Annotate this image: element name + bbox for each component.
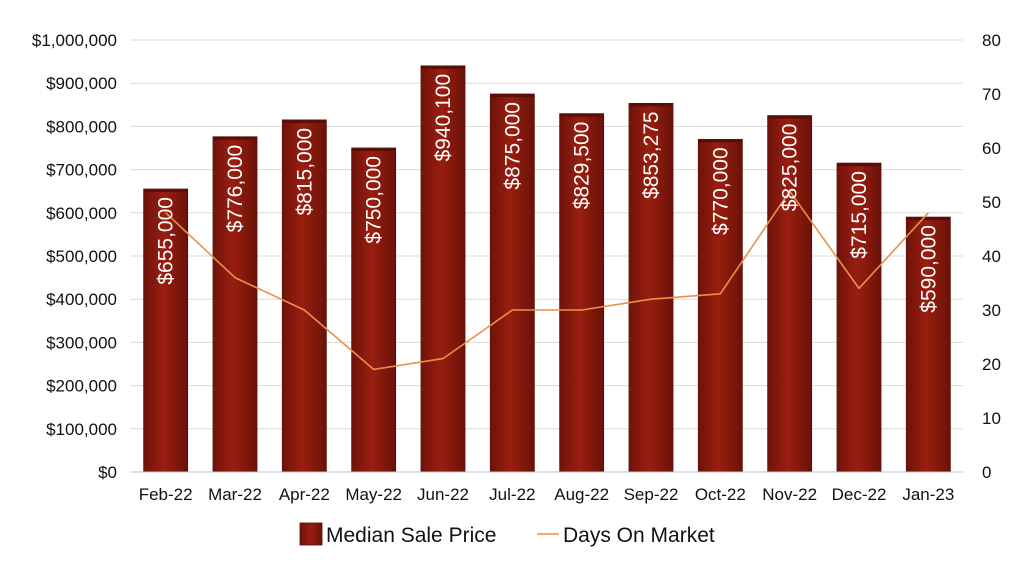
bar-top-edge xyxy=(559,113,604,117)
legend-item-days-on-market: Days On Market xyxy=(537,524,715,547)
bar-top-edge xyxy=(837,163,881,167)
y-right-tick-label: 50 xyxy=(982,193,1001,212)
axes: $0 $100,000 $200,000 $300,000 $400,000 $500,0… xyxy=(32,31,1001,504)
bar-top-edge xyxy=(282,119,327,123)
bar-data-label: $750,000 xyxy=(363,156,386,244)
y-left-tick-label: $300,000 xyxy=(46,333,117,352)
bar-series xyxy=(143,65,951,473)
x-tick-label: Jun-22 xyxy=(417,485,469,504)
bar-top-edge xyxy=(421,65,465,69)
bar xyxy=(489,93,535,473)
y-right-tick-label: 10 xyxy=(982,409,1001,428)
y-right-tick-label: 40 xyxy=(982,247,1001,266)
bar-top-edge xyxy=(629,103,673,107)
y-left-tick-label: $400,000 xyxy=(46,290,117,309)
x-tick-label: Aug-22 xyxy=(554,485,609,504)
bar xyxy=(420,65,466,473)
data-labels: $655,000 $776,000 $815,000 $750,000 $940,100… xyxy=(155,74,941,313)
bar xyxy=(559,113,605,473)
bar xyxy=(836,162,882,473)
y-left-tick-label: $500,000 xyxy=(46,247,117,266)
bar-data-label: $825,000 xyxy=(779,124,802,212)
bar-top-edge xyxy=(490,94,535,97)
bar-data-label: $655,000 xyxy=(155,197,178,285)
bar xyxy=(212,136,258,473)
bar-data-label: $715,000 xyxy=(848,171,871,259)
bar-top-edge xyxy=(698,139,743,143)
y-right-tick-label: 0 xyxy=(982,463,991,482)
y-right-tick-label: 60 xyxy=(982,139,1001,158)
gridlines xyxy=(131,39,963,430)
y-left-tick-label: $800,000 xyxy=(46,117,117,136)
bar-top-edge xyxy=(213,136,257,140)
y-left-tick-label: $1,000,000 xyxy=(32,31,117,50)
bar-data-label: $815,000 xyxy=(293,128,316,216)
x-tick-label: Jan-23 xyxy=(902,485,954,504)
y-right-tick-label: 70 xyxy=(982,85,1001,104)
y-right-tick-label: 80 xyxy=(982,31,1001,50)
x-tick-label: May-22 xyxy=(345,485,402,504)
y-left-tick-label: $900,000 xyxy=(46,74,117,93)
y-left-tick-label: $200,000 xyxy=(46,377,117,396)
bar-data-label: $590,000 xyxy=(917,225,940,313)
y-right-tick-label: 20 xyxy=(982,355,1001,374)
x-tick-label: Dec-22 xyxy=(832,485,887,504)
y-left-tick-label: $100,000 xyxy=(46,420,117,439)
y-left-tick-label: $0 xyxy=(98,463,117,482)
bar-data-label: $940,100 xyxy=(432,74,455,162)
legend-swatch-bar xyxy=(299,522,323,546)
bar-data-label: $875,000 xyxy=(501,102,524,190)
legend-label: Days On Market xyxy=(563,524,715,547)
bar xyxy=(905,216,951,473)
x-tick-label: Feb-22 xyxy=(139,485,193,504)
bar-data-label: $770,000 xyxy=(709,147,732,235)
legend-item-median-sale-price: Median Sale Price xyxy=(299,522,496,547)
bar-top-edge xyxy=(351,148,396,151)
x-tick-label: Mar-22 xyxy=(208,485,262,504)
bar xyxy=(697,138,743,473)
x-tick-label: Nov-22 xyxy=(762,485,817,504)
bar xyxy=(351,147,397,473)
bar-top-edge xyxy=(906,217,951,221)
bar-top-edge xyxy=(143,189,188,193)
bar-data-label: $776,000 xyxy=(224,145,247,233)
legend: Median Sale Price Days On Market xyxy=(299,522,715,547)
days-on-market-line xyxy=(165,190,929,371)
x-tick-label: Oct-22 xyxy=(695,485,746,504)
bar xyxy=(767,115,813,473)
y-right-tick-label: 30 xyxy=(982,301,1001,320)
bar xyxy=(281,119,327,473)
bar-data-label: $853,275 xyxy=(640,111,663,199)
legend-label: Median Sale Price xyxy=(326,524,496,547)
bar-data-label: $829,500 xyxy=(571,122,594,210)
x-tick-label: Jul-22 xyxy=(489,485,535,504)
x-tick-label: Apr-22 xyxy=(279,485,330,504)
y-left-tick-label: $700,000 xyxy=(46,161,117,180)
line-series xyxy=(165,190,929,371)
y-left-tick-label: $600,000 xyxy=(46,204,117,223)
bar-top-edge xyxy=(767,115,812,119)
x-tick-label: Sep-22 xyxy=(624,485,679,504)
